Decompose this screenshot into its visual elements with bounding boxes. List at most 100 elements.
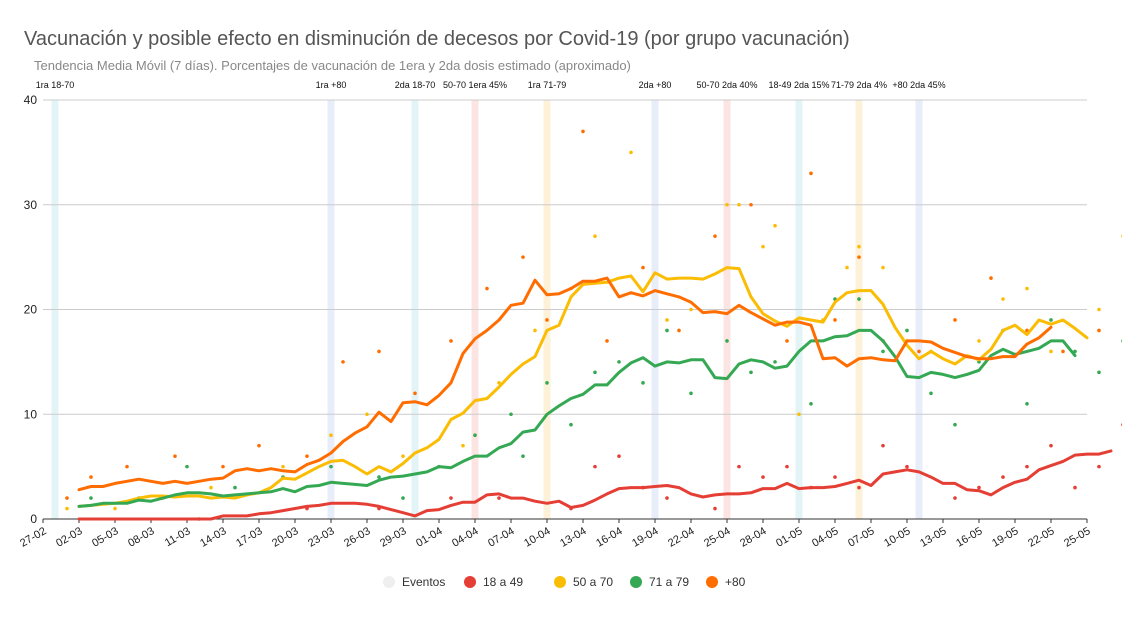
data-point [881,443,885,448]
data-point [329,433,333,438]
x-tick-label: 19-05 [990,525,1020,549]
data-point [833,318,837,322]
y-tick-label: 10 [24,407,38,421]
data-point [185,464,189,469]
data-point [173,454,177,458]
x-tick-label: 13-04 [558,525,588,549]
data-point [65,496,69,500]
legend-label: 71 a 79 [649,575,689,589]
data-point [209,485,213,490]
x-tick-label: 20-03 [270,525,300,549]
x-tick-label: 25-05 [1062,525,1092,549]
data-point [713,234,717,238]
data-point [809,401,813,406]
data-point [509,412,513,417]
x-tick-label: 29-03 [378,525,408,549]
legend-marker [630,576,642,588]
data-point [761,244,765,249]
data-point [1097,307,1101,312]
y-tick-label: 40 [24,93,38,107]
data-point [1097,464,1101,469]
data-point [761,475,765,479]
data-point [257,443,261,448]
data-point [521,255,525,259]
data-point [329,464,333,469]
data-point [1001,297,1005,301]
x-tick-label: 11-03 [163,525,193,549]
data-point [593,370,597,375]
data-point [593,464,597,469]
data-point [1025,464,1029,469]
data-point [581,129,585,134]
series-line [77,266,1089,508]
data-point [665,328,669,333]
data-point [749,202,753,207]
data-point [533,328,537,333]
data-point [485,286,489,291]
x-tick-label: 25-04 [702,525,732,549]
legend-label: +80 [725,575,746,589]
x-tick-label: 01-05 [774,525,804,549]
event-label: +80 2da 45% [892,80,945,90]
data-point [545,318,549,322]
x-tick-label: 17-03 [234,525,264,549]
data-point [605,339,609,343]
legend-label: Eventos [402,575,445,589]
data-point [473,433,477,438]
data-point [497,496,501,500]
data-point [1061,349,1065,354]
data-point [857,244,861,249]
chart-subtitle: Tendencia Media Móvil (7 días). Porcenta… [34,58,631,73]
data-point [905,464,909,469]
series-line [77,328,1077,508]
data-point [1049,443,1053,448]
data-point [377,475,381,479]
x-tick-label: 04-05 [810,525,840,549]
data-point [737,464,741,469]
event-label: 50-70 1era 45% [443,80,507,90]
chart-title: Vacunación y posible efecto en disminuci… [24,28,850,50]
x-tick-label: 10-04 [522,525,552,549]
data-point [305,454,309,458]
x-tick-label: 08-03 [126,525,156,549]
data-point [905,328,909,333]
data-point [953,422,957,427]
data-point [233,485,237,490]
data-point [413,391,417,396]
data-point [881,349,885,354]
event-label: 1ra +80 [316,80,347,90]
x-tick-label: 04-04 [450,525,480,549]
legend-label: 18 a 49 [483,575,523,589]
data-point [713,506,717,511]
data-point [737,202,741,207]
data-point [1025,401,1029,406]
data-point [113,506,117,511]
x-tick-label: 22-05 [1026,525,1056,549]
legend-marker [464,576,476,588]
data-point [365,412,369,417]
x-tick-label: 01-04 [414,525,444,549]
legend-marker [554,576,566,588]
data-point [497,381,501,385]
data-point [677,328,681,333]
data-point [1097,328,1101,333]
event-label: 71-79 2da 4% [831,80,887,90]
data-point [1001,475,1005,479]
y-tick-label: 0 [30,512,37,526]
data-point [401,496,405,500]
data-point [593,234,597,238]
x-tick-label: 16-05 [954,525,984,549]
x-tick-label: 27-02 [18,525,48,549]
data-point [125,464,129,469]
data-point [1025,286,1029,291]
data-point [845,265,849,270]
x-tick-label: 16-04 [594,525,624,549]
data-point [281,464,285,469]
data-point [833,475,837,479]
x-tick-label: 26-03 [342,525,372,549]
x-tick-label: 28-04 [738,525,768,549]
data-point [377,349,381,354]
data-point [809,171,813,176]
data-point [1073,485,1077,490]
